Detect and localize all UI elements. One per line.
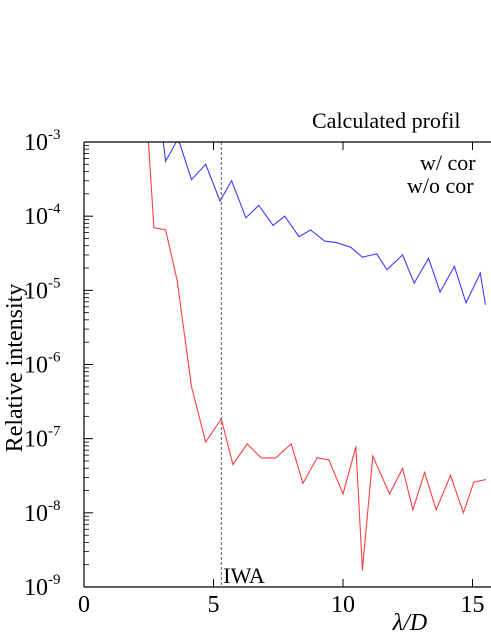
series-0-point	[176, 280, 178, 282]
series-1-point	[245, 217, 247, 219]
x-axis-label: λ/D	[392, 610, 427, 635]
y-tick-label: 10-9	[24, 572, 61, 601]
series-1-point	[165, 160, 167, 162]
legend-entry-with-coronagraph: w/ cor	[420, 150, 476, 175]
series-1-point	[179, 143, 181, 145]
series-0-point	[328, 459, 330, 461]
series-0-point	[232, 463, 234, 465]
series-0-point	[205, 441, 207, 443]
ticks-layer: 0 5 10 15 10-3 10-4 10-5 10-6 10-7 10-8 10-9	[24, 127, 485, 618]
iwa-annotation-label: IWA	[223, 563, 265, 588]
y-tick-label: 10-3	[24, 127, 61, 156]
series-0-point	[473, 481, 475, 483]
series-0-point	[290, 443, 292, 445]
series-0-point	[424, 471, 426, 474]
series-1-point	[258, 204, 260, 206]
x-tick-label: 5	[208, 592, 220, 618]
series-1-point	[386, 269, 388, 271]
y-tick-label: 10-5	[24, 275, 61, 304]
series-0-point	[190, 386, 193, 388]
series-0-point	[361, 569, 363, 571]
series-1-point	[479, 272, 481, 274]
series-0-point	[355, 446, 357, 448]
y-tick-label: 10-7	[24, 424, 61, 453]
series-1-point	[376, 253, 378, 255]
series-1-point	[205, 163, 207, 165]
series-0-point	[302, 482, 304, 484]
series-1-point	[324, 240, 326, 242]
series-0-point	[260, 457, 262, 459]
series-0-point	[165, 229, 167, 231]
series-1-point	[361, 256, 363, 258]
series-0-point	[462, 512, 464, 514]
series-1-point	[465, 302, 467, 304]
y-axis-label: Relative intensity	[2, 284, 28, 453]
series-0-point	[342, 493, 344, 495]
series-0-point	[449, 474, 452, 476]
series-0-point	[484, 479, 486, 481]
series-1-point	[439, 291, 441, 293]
series-1-point	[161, 128, 162, 129]
chart-title: Calculated profil	[312, 108, 460, 133]
series-1-point	[231, 180, 233, 182]
series-line-0	[147, 142, 486, 570]
series-1-point	[350, 246, 352, 248]
series-0-point	[389, 493, 391, 495]
series-0-point	[153, 227, 155, 229]
legend-entry-without-coronagraph: w/o cor	[407, 173, 474, 198]
series-1-point	[177, 140, 178, 141]
series-0-point	[412, 509, 414, 511]
series-1-point	[335, 242, 338, 244]
series-0-point	[372, 455, 374, 457]
y-tick-label: 10-8	[24, 498, 61, 527]
series-1-point	[190, 179, 193, 181]
series-0-point	[316, 457, 318, 459]
series-layer	[146, 106, 486, 571]
series-1-point	[413, 282, 415, 284]
series-0-point	[435, 509, 437, 511]
series-0-point	[402, 467, 404, 469]
series-line-1	[162, 142, 486, 305]
series-1-point	[402, 254, 404, 256]
series-1-point	[484, 303, 486, 305]
x-tick-label: 10	[331, 592, 355, 618]
series-1-point	[219, 200, 221, 202]
x-tick-label: 0	[78, 592, 90, 618]
x-tick-label: 15	[461, 592, 485, 618]
series-0-point	[146, 106, 147, 107]
y-tick-label: 10-4	[24, 201, 61, 230]
series-0-point	[275, 457, 277, 459]
series-1-point	[427, 257, 430, 259]
series-1-point	[310, 229, 312, 231]
y-tick-label: 10-6	[24, 350, 61, 379]
series-1-point	[298, 236, 300, 238]
series-1-point	[453, 265, 455, 267]
series-1-point	[284, 215, 286, 217]
series-1-point	[272, 224, 274, 226]
series-0-point	[246, 443, 248, 445]
